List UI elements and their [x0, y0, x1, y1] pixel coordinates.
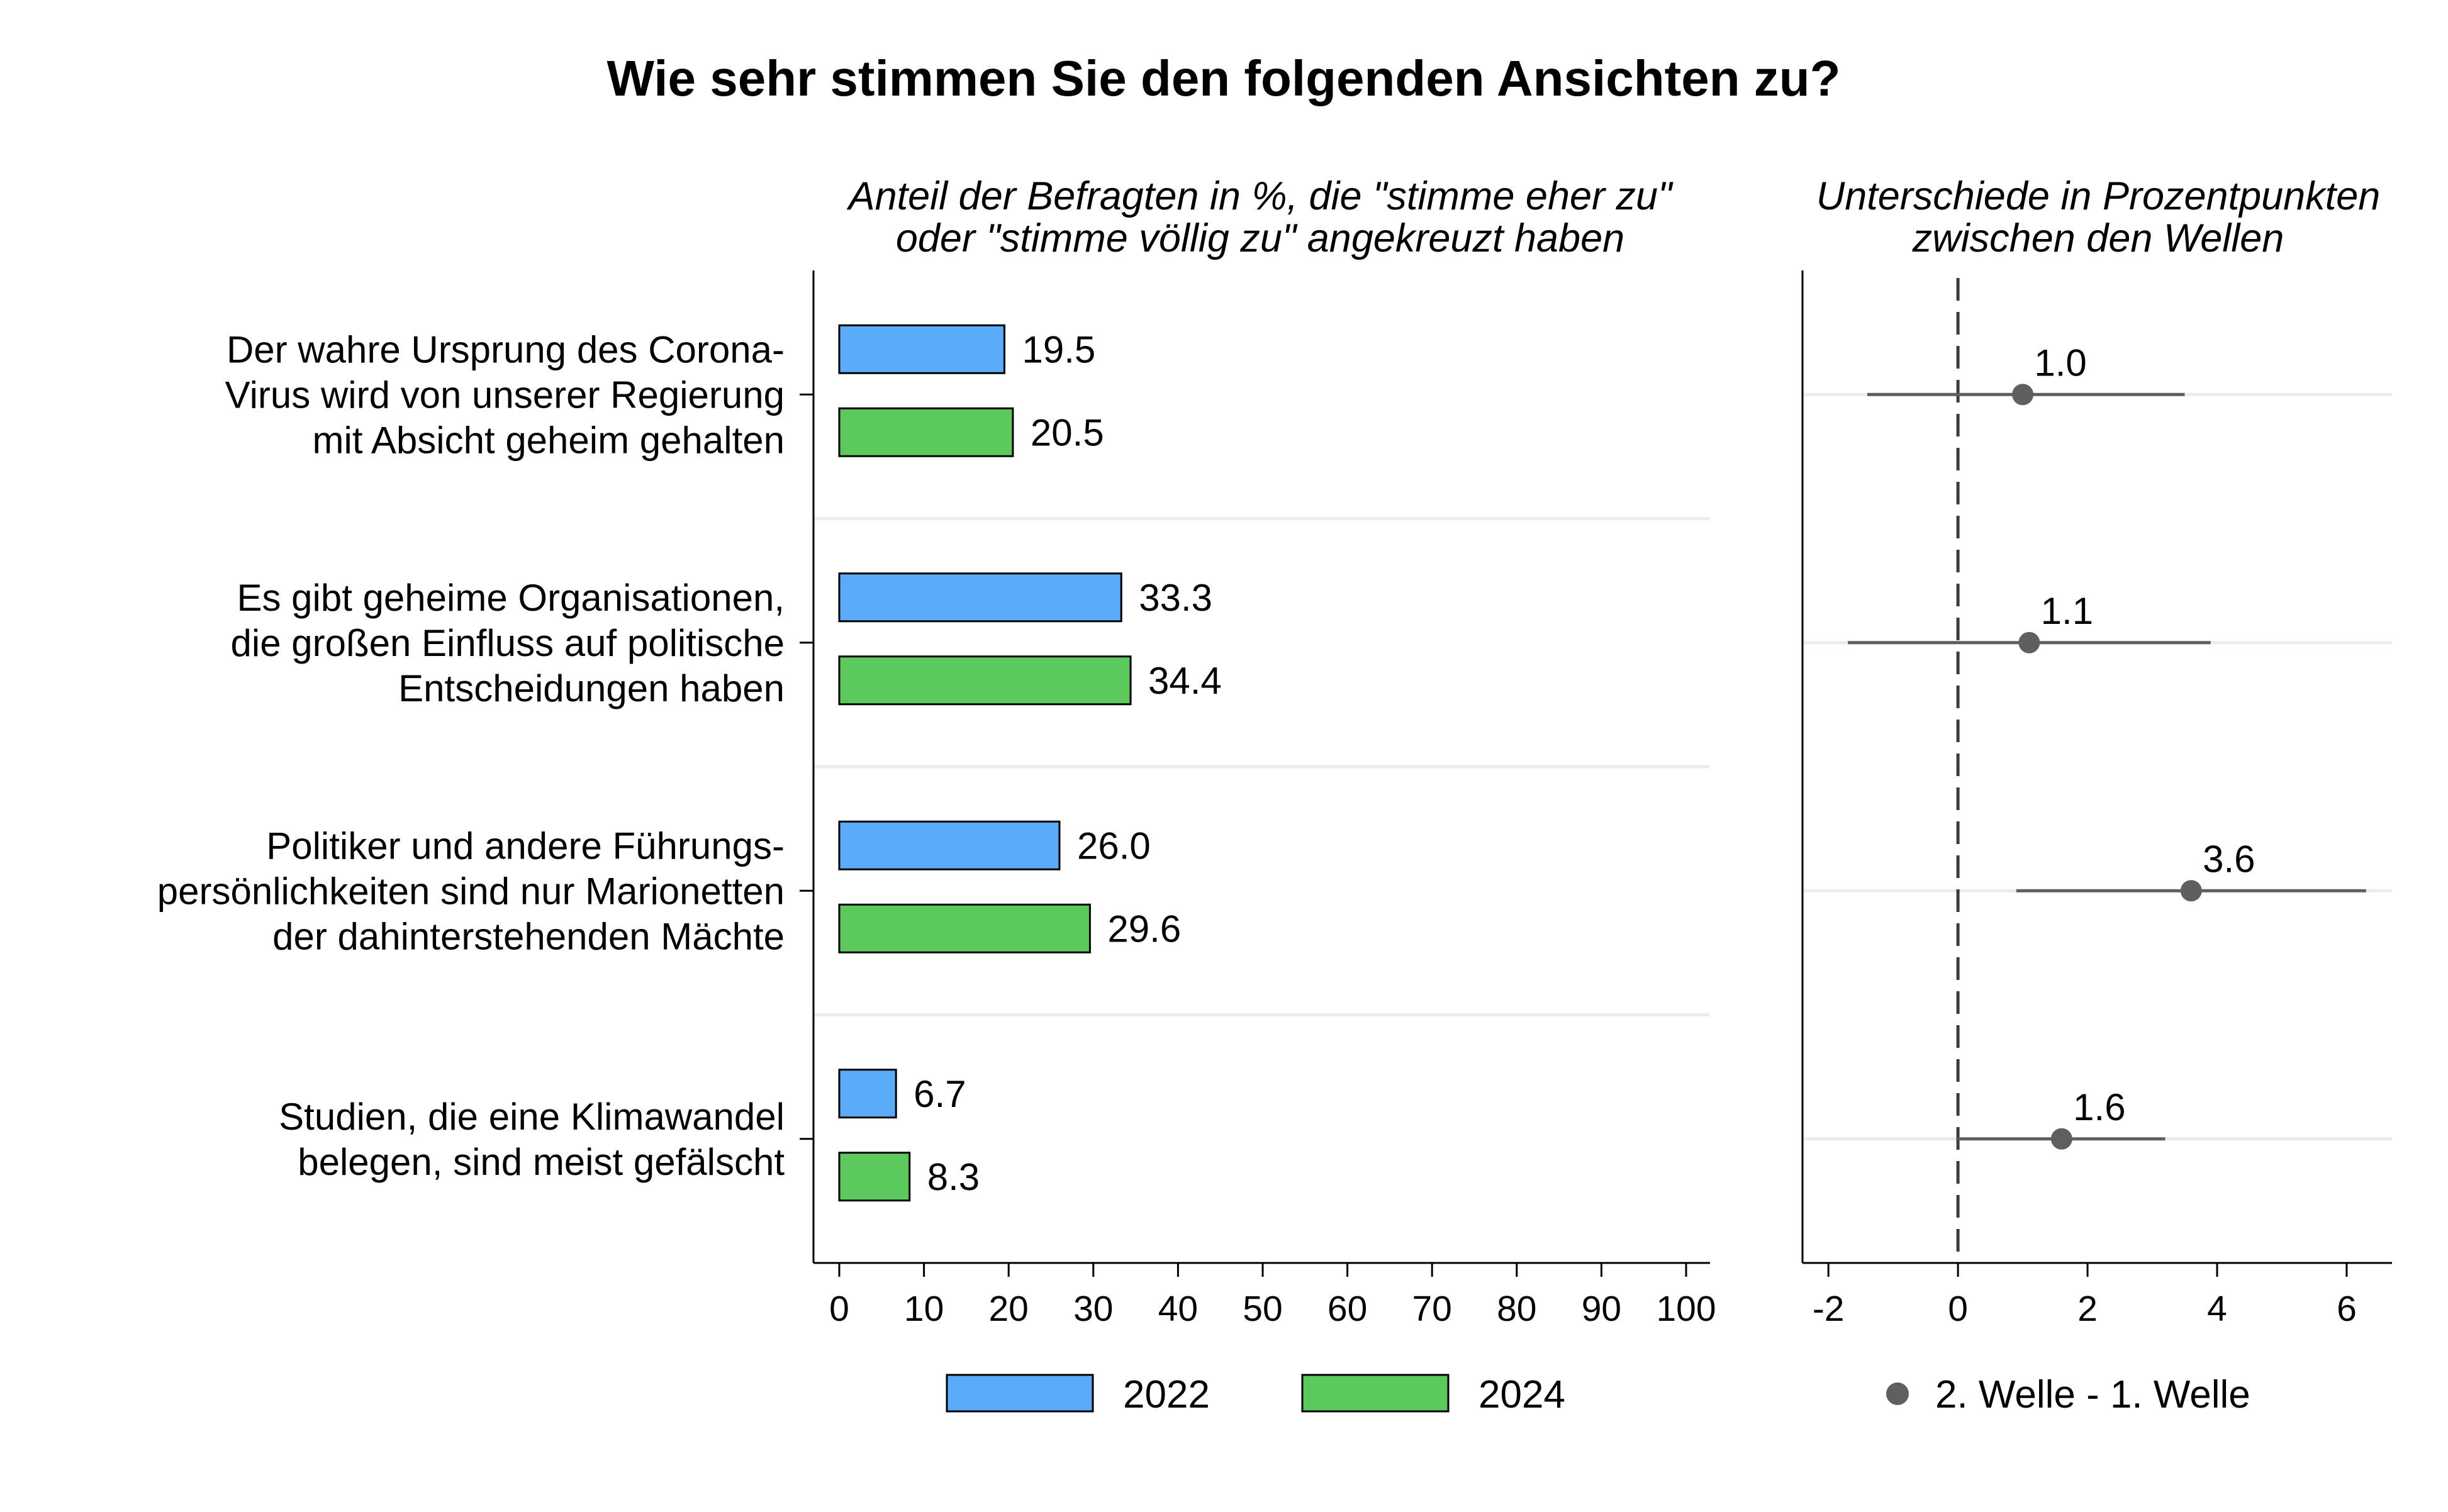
bar-2024: [838, 903, 1091, 953]
bar-2022: [838, 324, 1005, 374]
right-panel: Unterschiede in Prozentpunkten zwischen …: [1801, 174, 2392, 1329]
bar-value-label: 29.6: [1107, 908, 1181, 950]
difference-point: [2050, 1128, 2072, 1150]
category-label: persönlichkeiten sind nur Marionetten: [157, 870, 785, 912]
left-panel-subtitle-line-1: Anteil der Befragten in %, die "stimme e…: [846, 174, 1674, 218]
difference-value-label: 3.6: [2203, 838, 2255, 880]
left-panel-axes: 0 10 20 30 40 50 60 70 80 90 100: [800, 270, 1716, 1329]
chart-title: Wie sehr stimmen Sie den folgenden Ansic…: [606, 50, 1840, 106]
bar-2024: [838, 1152, 911, 1202]
x-tick-label: 20: [988, 1289, 1028, 1329]
left-panel: Anteil der Befragten in %, die "stimme e…: [157, 174, 1716, 1329]
category-label: Virus wird von unserer Regierung: [225, 374, 785, 416]
difference-point: [2180, 880, 2202, 902]
category-label: Entscheidungen haben: [398, 667, 785, 709]
bar-value-label: 19.5: [1022, 328, 1095, 370]
category-label: Es gibt geheime Organisationen,: [237, 577, 785, 619]
x-tick-label: 4: [2207, 1289, 2227, 1329]
x-tick-label: 10: [904, 1289, 944, 1329]
bar-value-label: 26.0: [1077, 825, 1151, 867]
x-tick-label: 30: [1073, 1289, 1113, 1329]
legend: 2022 2024 2. Welle - 1. Welle: [946, 1373, 2250, 1416]
x-tick-label: 6: [2337, 1289, 2357, 1329]
legend-marker-difference: [1886, 1382, 1909, 1405]
category-labels: Der wahre Ursprung des Corona-Virus wird…: [157, 328, 785, 1183]
category-label: Politiker und andere Führungs-: [266, 825, 785, 867]
category-label: mit Absicht geheim gehalten: [313, 419, 785, 461]
x-tick-label: 0: [1948, 1289, 1968, 1329]
bar-value-label: 34.4: [1148, 660, 1222, 702]
x-tick-label: 2: [2077, 1289, 2098, 1329]
x-tick-label: 40: [1158, 1289, 1198, 1329]
bar-2022: [838, 572, 1122, 623]
x-tick-label: -2: [1813, 1289, 1845, 1329]
category-label: der dahinterstehenden Mächte: [272, 915, 785, 957]
category-label: Der wahre Ursprung des Corona-: [226, 328, 785, 370]
left-panel-subtitle-line-2: oder "stimme völlig zu" angekreuzt haben: [896, 216, 1624, 260]
difference-value-label: 1.6: [2073, 1086, 2125, 1128]
left-panel-bars: 19.5 33.3 26.0 6.7 20.5 34.4 29.6 8.3: [838, 324, 1222, 1202]
bar-value-label: 20.5: [1031, 411, 1104, 453]
legend-swatch-2022: [946, 1374, 1094, 1413]
difference-value-label: 1.0: [2034, 342, 2086, 384]
legend-label-2024: 2024: [1478, 1373, 1565, 1416]
right-panel-subtitle-line-1: Unterschiede in Prozentpunkten: [1816, 174, 2381, 218]
x-tick-label: 90: [1582, 1289, 1621, 1329]
x-tick-label: 80: [1497, 1289, 1536, 1329]
x-tick-label: 50: [1243, 1289, 1282, 1329]
x-tick-label: 100: [1656, 1289, 1716, 1329]
legend-label-difference: 2. Welle - 1. Welle: [1935, 1373, 2250, 1416]
legend-swatch-2024: [1301, 1374, 1450, 1413]
x-tick-label: 0: [829, 1289, 849, 1329]
right-panel-points: 1.0 1.1 3.6 1.6: [1848, 342, 2366, 1150]
difference-point: [2012, 384, 2034, 406]
bar-2022: [838, 820, 1061, 870]
bar-value-label: 8.3: [927, 1156, 980, 1198]
bar-2022: [838, 1069, 897, 1119]
x-tick-label: 60: [1327, 1289, 1367, 1329]
x-tick-label: 70: [1412, 1289, 1451, 1329]
category-label: Studien, die eine Klimawandel: [279, 1096, 785, 1138]
right-panel-subtitle-line-2: zwischen den Wellen: [1912, 216, 2284, 260]
bar-2024: [838, 407, 1014, 457]
difference-value-label: 1.1: [2041, 590, 2093, 632]
legend-label-2022: 2022: [1123, 1373, 1210, 1416]
bar-value-label: 6.7: [914, 1073, 966, 1115]
category-label: belegen, sind meist gefälscht: [298, 1141, 785, 1183]
right-panel-axes: -2 0 2 4 6: [1801, 270, 2392, 1329]
bar-value-label: 33.3: [1139, 577, 1212, 619]
bar-2024: [838, 655, 1132, 706]
left-panel-gridlines: [813, 517, 1710, 1016]
category-label: die großen Einfluss auf politische: [231, 622, 785, 664]
difference-point: [2018, 631, 2040, 653]
